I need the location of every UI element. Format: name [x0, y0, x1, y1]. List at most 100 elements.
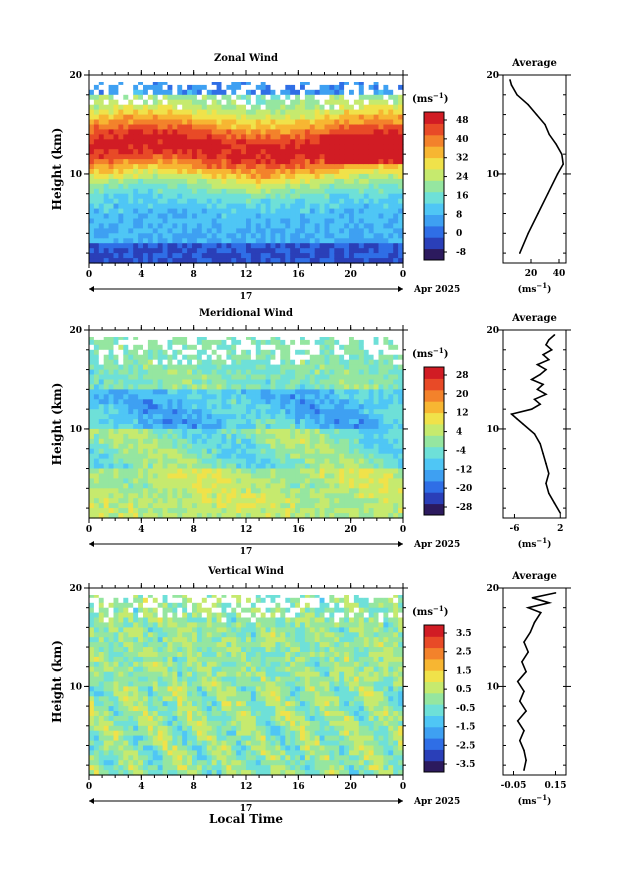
heatmap-cell [182, 144, 188, 150]
heatmap-cell [113, 394, 119, 400]
heatmap-cell [314, 339, 321, 346]
heatmap-cell [182, 149, 188, 155]
heatmap-cell [241, 99, 247, 106]
heatmap-cell [152, 374, 159, 380]
heatmap-cell [216, 334, 223, 341]
heatmap-cell [275, 164, 281, 170]
heatmap-cell [349, 394, 355, 400]
heatmap-cell [138, 154, 144, 160]
heatmap-cell [128, 164, 134, 170]
heatmap-cell [373, 384, 380, 390]
heatmap-cell [187, 94, 193, 101]
heatmap-cell [246, 389, 252, 395]
heatmap-cell [300, 223, 306, 229]
heatmap-cell [187, 84, 193, 91]
heatmap-cell [167, 339, 173, 346]
heatmap-cell [226, 334, 232, 341]
heatmap-cell [143, 94, 149, 101]
heatmap-cell [93, 208, 100, 215]
heatmap-cell [128, 394, 134, 400]
heatmap-cell [231, 173, 237, 180]
heatmap-cell [358, 443, 365, 450]
heatmap-cell [295, 379, 301, 385]
heatmap-cell [103, 253, 110, 259]
heatmap-cell [300, 379, 306, 385]
heatmap-cell [177, 99, 183, 106]
heatmap-cell [246, 404, 252, 410]
heatmap-cell [118, 409, 124, 415]
heatmap-cell [290, 203, 296, 210]
heatmap-cell [216, 79, 223, 86]
heatmap-cell [93, 213, 100, 219]
heatmap-cell [388, 419, 394, 425]
heatmap-cell [221, 119, 227, 125]
heatmap-cell [304, 448, 311, 455]
heatmap-cell [255, 228, 262, 234]
heatmap-cell [393, 104, 399, 111]
heatmap-cell [319, 409, 326, 415]
heatmap-cell [138, 364, 144, 371]
heatmap-cell [206, 94, 213, 101]
heatmap-cell [368, 498, 375, 504]
heatmap-cell [295, 433, 301, 440]
heatmap-cell [353, 399, 360, 405]
heatmap-cell [172, 99, 178, 106]
heatmap-cell [334, 154, 340, 160]
heatmap-cell [250, 243, 257, 249]
heatmap-cell [138, 458, 144, 465]
heatmap-cell [177, 243, 183, 249]
heatmap-cell [201, 193, 208, 200]
heatmap-cell [324, 453, 330, 460]
heatmap-cell [226, 94, 232, 101]
heatmap-cell [133, 169, 139, 175]
heatmap-cell [300, 183, 306, 190]
heatmap-cell [378, 339, 384, 346]
heatmap-cell [133, 404, 139, 410]
heatmap-cell [216, 104, 223, 111]
heatmap-cell [241, 258, 247, 264]
heatmap-cell [128, 433, 134, 440]
heatmap-cell [353, 223, 360, 229]
heatmap-cell [368, 384, 375, 390]
heatmap-cell [152, 188, 159, 195]
heatmap-cell [103, 384, 110, 390]
heatmap-cell [143, 248, 149, 254]
heatmap-cell [339, 124, 345, 130]
heatmap-cell [221, 154, 227, 160]
heatmap-cell [103, 94, 110, 101]
heatmap-cell [393, 374, 399, 380]
heatmap-cell [221, 89, 227, 96]
heatmap-cell [103, 344, 110, 351]
heatmap-cell [260, 453, 267, 460]
heatmap-cell [182, 458, 188, 465]
heatmap-cell [353, 463, 360, 470]
heatmap-cell [265, 369, 272, 376]
heatmap-cell [241, 154, 247, 160]
heatmap-cell [349, 508, 355, 514]
heatmap-cell [319, 354, 326, 361]
heatmap-cell [373, 149, 380, 155]
heatmap-cell [260, 468, 267, 474]
heatmap-cell [192, 129, 198, 135]
heatmap-cell [246, 248, 252, 254]
heatmap-cell [309, 433, 316, 440]
average-unit-base: (ms [518, 284, 537, 295]
heatmap-cell [211, 404, 218, 410]
heatmap-cell [339, 228, 345, 234]
heatmap-cell [98, 188, 105, 195]
heatmap-cell [221, 99, 227, 106]
heatmap-cell [265, 468, 272, 474]
heatmap-cell [236, 473, 242, 479]
heatmap-cell [368, 424, 375, 430]
heatmap-cell [98, 169, 105, 175]
heatmap-cell [353, 493, 360, 499]
heatmap-cell [314, 193, 321, 200]
heatmap-cell [319, 109, 326, 116]
heatmap-cell [89, 183, 95, 190]
heatmap-cell [108, 389, 115, 395]
heatmap-cell [250, 183, 257, 190]
heatmap-cell [147, 419, 154, 425]
heatmap-cell [196, 223, 203, 229]
heatmap-cell [304, 414, 311, 420]
heatmap-cell [314, 124, 321, 130]
